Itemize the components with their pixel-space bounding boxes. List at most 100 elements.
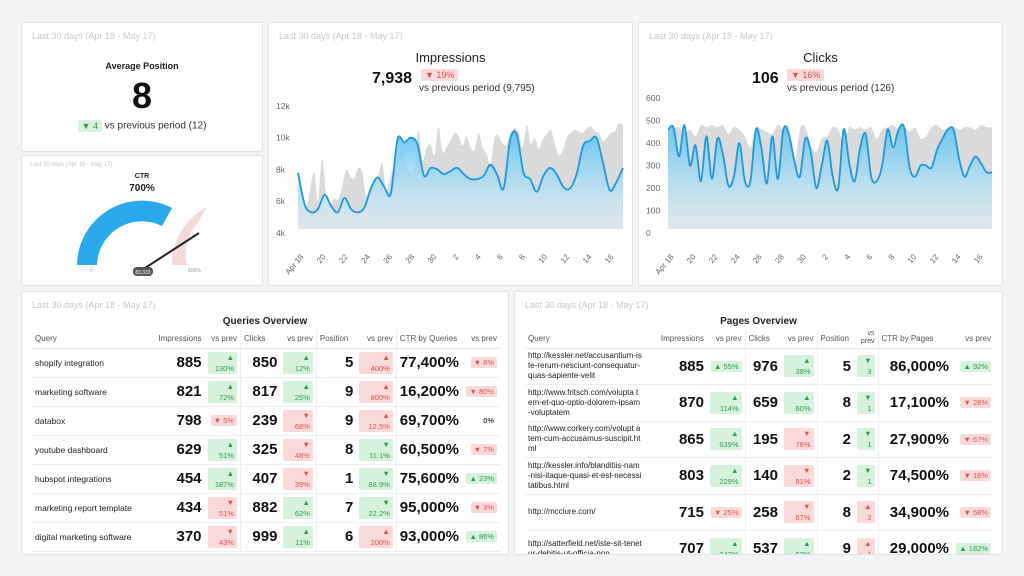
ctr-value: 60,500%: [395, 435, 463, 465]
column-header[interactable]: Query: [32, 329, 147, 349]
ctr-value: 77,400%: [395, 348, 463, 378]
position-change-badge-cell: ▼ 11.1%: [356, 435, 397, 465]
clicks-change-badge-cell: ▼ 68%: [280, 406, 317, 436]
table-row[interactable]: http://kessler.info/blanditiis-nam-nisi-…: [525, 457, 994, 495]
impressions-change-badge-cell: ▲ 187%: [204, 464, 241, 494]
table-row[interactable]: marketing software 821 ▲ 72% 817 ▲ 25% 9 ▲ 800…: [32, 377, 500, 407]
column-header[interactable]: vs prev: [356, 329, 397, 349]
impressions-value: 434: [146, 493, 205, 523]
column-header[interactable]: Query: [525, 329, 645, 349]
impressions-value: 629: [146, 435, 205, 465]
position-change-badge: ▼ 1: [857, 391, 875, 414]
row-label: http://www.fritsch.com/volupta tem-et-qu…: [525, 384, 645, 422]
table-row[interactable]: databox 798 ▼ 5% 239 ▼ 68% 9 ▲ 12.5% 69,700% 0%: [32, 406, 500, 436]
column-header[interactable]: Impressions: [146, 329, 205, 349]
ctr-value: 74,500%: [877, 457, 952, 495]
impressions-change-badge-cell: ▲ 130%: [204, 348, 241, 378]
table-row[interactable]: http://www.fritsch.com/volupta tem-et-qu…: [525, 384, 994, 422]
impressions-value: 803: [645, 457, 707, 495]
table-row[interactable]: http://satterfield.net/iste-sit-tenetur-…: [525, 530, 994, 554]
table-row[interactable]: hubspot integrations 454 ▲ 187% 407 ▼ 39% 1 ▼ …: [32, 464, 500, 494]
y-tick-label: 4k: [276, 228, 286, 238]
column-header[interactable]: vs prev: [280, 329, 317, 349]
ctr-change-badge-cell: ▲ 182%: [952, 530, 994, 554]
ctr-change-badge: ▲ 92%: [960, 360, 991, 372]
clicks-change-badge: ▲ 12%: [283, 351, 313, 374]
column-header[interactable]: Position: [816, 329, 854, 349]
impressions-value: 798: [146, 406, 205, 436]
clicks-value: 140: [744, 457, 781, 495]
kpi-value: 8: [131, 75, 153, 116]
ctr-gauge: 0 800% 83,333: [77, 200, 207, 276]
clicks-change-badge: ▼ 68%: [283, 409, 313, 432]
ctr-change-badge-cell: ▼ 58%: [952, 494, 994, 531]
column-header[interactable]: vs prev: [952, 329, 994, 349]
gauge-max-label: 800%: [188, 268, 201, 274]
ctr-change-badge-cell: ▼ 8%: [462, 348, 500, 378]
position-change-badge: ▼ 11.1%: [359, 438, 393, 461]
position-value: 9: [315, 377, 357, 407]
column-header[interactable]: vs prev: [707, 329, 745, 349]
row-label: marketing software: [32, 377, 147, 407]
x-tick-label: 20: [685, 252, 698, 265]
y-tick-label: 100: [646, 206, 660, 216]
impressions-change-badge: ▲ 347%: [710, 537, 742, 554]
position-change-badge-cell: ▲ 1: [854, 530, 878, 554]
column-header[interactable]: vs prev: [462, 329, 500, 349]
impressions-value: 885: [146, 348, 205, 378]
clicks-change-badge: ▲ 25%: [283, 380, 313, 403]
column-header[interactable]: Clicks: [240, 329, 281, 349]
clicks-value: 537: [744, 530, 781, 554]
position-change-badge-cell: ▼ 3: [854, 348, 878, 385]
impressions-change-badge: ▲ 229%: [710, 464, 742, 487]
y-tick-label: 6k: [276, 196, 286, 206]
x-tick-label: 30: [795, 252, 808, 265]
period-label: Last 30 days (Apr 18 - May 17): [649, 31, 773, 41]
column-header[interactable]: CTR by Queries: [395, 329, 463, 349]
column-header[interactable]: vs prev: [781, 329, 817, 349]
table-row[interactable]: digital marketing software 370 ▼ 43% 999 ▲ 1…: [32, 522, 500, 552]
card-title: Average Position: [105, 61, 179, 71]
position-change-badge-cell: ▼ 22.2%: [356, 493, 397, 523]
ctr-value: 34,900%: [877, 494, 952, 531]
ctr-change-badge-cell: 0%: [462, 406, 500, 436]
impressions-value: 370: [146, 522, 205, 552]
column-header[interactable]: Impressions: [645, 329, 707, 349]
current-period-area: [298, 131, 623, 229]
x-tick-label: 22: [707, 252, 720, 265]
clicks-card: Last 30 days (Apr 18 - May 17) Clicks 10…: [638, 22, 1003, 286]
y-tick-label: 8k: [276, 164, 286, 174]
y-tick-label: 500: [646, 116, 660, 126]
x-tick-label: 12: [559, 252, 572, 265]
impressions-change-badge: ▼ 5%: [210, 414, 237, 426]
column-header[interactable]: vs prev: [854, 329, 878, 349]
ctr-change-badge: ▼ 8%: [470, 356, 497, 368]
ctr-change-badge: ▼ 80%: [466, 385, 497, 397]
x-tick-label: 26: [382, 252, 395, 265]
x-tick-label: 6: [495, 252, 505, 262]
column-header[interactable]: Clicks: [744, 329, 781, 349]
row-label: hubspot integrations: [32, 464, 147, 494]
column-header[interactable]: vs prev: [204, 329, 241, 349]
table-row[interactable]: http://kessler.net/accusantium-iste-reru…: [525, 348, 994, 385]
card-title: Clicks: [803, 50, 838, 65]
column-header[interactable]: CTR by Pages: [877, 329, 952, 349]
row-label: marketing report template: [32, 493, 147, 523]
ctr-value: 75,600%: [395, 464, 463, 494]
x-tick-label: 16: [603, 252, 616, 265]
ctr-change-badge-cell: ▼ 7%: [462, 435, 500, 465]
table-row[interactable]: shopify integration 885 ▲ 130% 850 ▲ 12% 5 ▲ 4…: [32, 348, 500, 378]
gauge-min-label: 0: [90, 268, 93, 274]
column-header[interactable]: Position: [315, 329, 357, 349]
impressions-change-badge: ▲ 187%: [207, 467, 237, 490]
ctr-card: Last 30 days (Apr 18 - May 17) CTR 700% …: [21, 155, 263, 286]
current-period-line: [297, 130, 624, 214]
table-row[interactable]: http://www.corkery.com/volupt atem-cum-a…: [525, 421, 994, 458]
clicks-change-badge-cell: ▼ 76%: [781, 421, 817, 458]
table-row[interactable]: marketing report template 434 ▼ 51% 882 ▲ 62…: [32, 493, 500, 523]
x-tick-label: Apr 18: [283, 252, 305, 276]
x-tick-label: 2: [451, 252, 461, 262]
table-row[interactable]: youtube dashboard 629 ▲ 51% 325 ▼ 48% 8 ▼ 11.1…: [32, 435, 500, 465]
clicks-change-badge: ▲ 60%: [784, 391, 814, 414]
